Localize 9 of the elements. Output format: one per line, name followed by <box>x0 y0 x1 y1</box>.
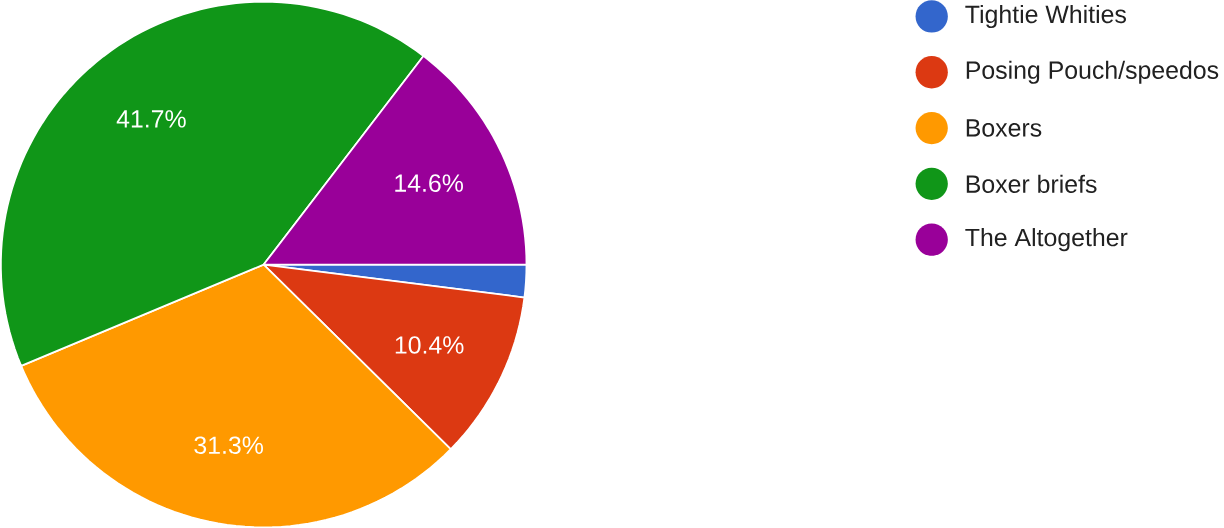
legend-label: The Altogether <box>965 227 1128 252</box>
data-label: 10.4% <box>395 336 464 354</box>
data-label: 41.7% <box>116 110 186 128</box>
legend-label: Posing Pouch/speedos <box>966 60 1219 84</box>
data-label: 31.3% <box>194 436 263 454</box>
legend-label: Tightie Whities <box>965 4 1126 28</box>
legend-label: Boxer briefs <box>966 174 1097 193</box>
data-label: 14.6% <box>395 174 463 192</box>
legend-label: Boxers <box>966 119 1042 137</box>
